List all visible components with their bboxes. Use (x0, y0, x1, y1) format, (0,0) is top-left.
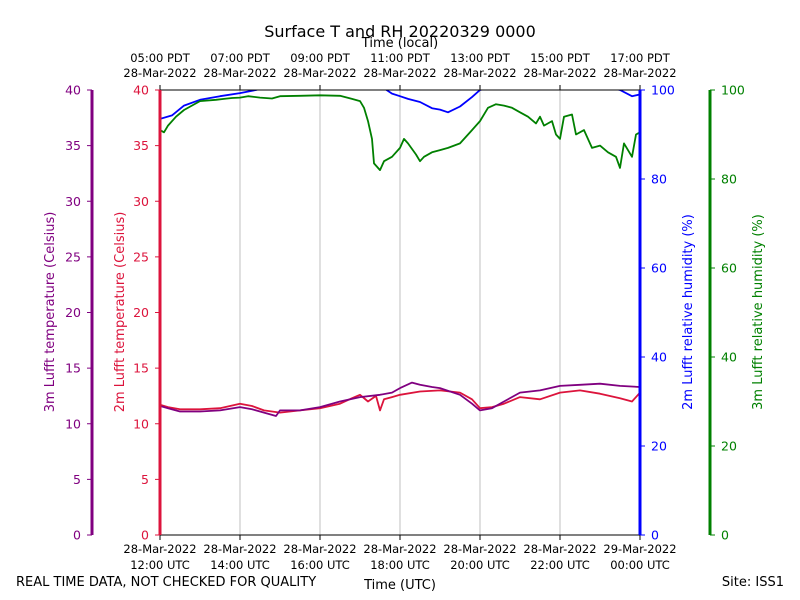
x-axis-top-label: Time (local) (361, 36, 438, 51)
temp3m-tick-label: 0 (73, 528, 81, 543)
x-tick-time: 14:00 UTC (210, 558, 270, 572)
temp2m-tick-label: 40 (133, 83, 149, 98)
x-tick-date: 28-Mar-2022 (443, 542, 516, 556)
temp2m-tick-label: 20 (133, 305, 149, 320)
x-tick-date: 28-Mar-2022 (363, 542, 436, 556)
x-tick-time: 16:00 UTC (290, 558, 350, 572)
rh2m-tick-label: 60 (651, 261, 667, 276)
x-axis-bottom-label: Time (UTC) (363, 578, 436, 593)
series-line-rh3m (160, 94, 640, 172)
grid-lines (239, 90, 561, 535)
rh2m-tick-label: 20 (651, 439, 667, 454)
series-line-temp3m (160, 381, 640, 417)
temp3m-tick-label: 40 (65, 83, 81, 98)
top-tick-time: 07:00 PDT (210, 51, 271, 65)
temp3m-tick-label: 25 (65, 249, 81, 264)
top-tick-time: 09:00 PDT (290, 51, 351, 65)
temp3m-tick-label: 20 (65, 305, 81, 320)
temp3m-tick-label: 10 (65, 416, 81, 431)
rh2m-tick-label: 100 (651, 83, 675, 98)
top-tick-time: 17:00 PDT (610, 51, 671, 65)
temp2m-tick-label: 35 (133, 138, 149, 153)
rh2m-tick-label: 40 (651, 350, 667, 365)
temp2m-axis-label: 2m Lufft temperature (Celsius) (113, 212, 128, 413)
temp2m-tick-label: 0 (141, 528, 149, 543)
series-line-rh2m (160, 90, 640, 120)
top-tick-date: 28-Mar-2022 (523, 66, 596, 80)
rh3m-tick-label: 80 (721, 172, 737, 187)
series-layer (160, 90, 640, 417)
top-tick-date: 28-Mar-2022 (123, 66, 196, 80)
temp2m-tick-label: 15 (133, 361, 149, 376)
x-tick-date: 29-Mar-2022 (603, 542, 676, 556)
rh3m-tick-label: 60 (721, 261, 737, 276)
top-tick-date: 28-Mar-2022 (363, 66, 436, 80)
rh3m-tick-label: 100 (721, 83, 745, 98)
top-tick-time: 15:00 PDT (530, 51, 591, 65)
top-tick-time: 05:00 PDT (130, 51, 191, 65)
rh3m-tick-label: 40 (721, 350, 737, 365)
rh2m-axis-label: 2m Lufft relative humidity (%) (681, 214, 696, 410)
temp3m-tick-label: 30 (65, 194, 81, 209)
rh3m-axis-label: 3m Lufft relative humidity (%) (751, 214, 766, 410)
rh3m-tick-label: 20 (721, 439, 737, 454)
x-tick-time: 18:00 UTC (370, 558, 430, 572)
top-tick-time: 11:00 PDT (370, 51, 431, 65)
rh2m-tick-label: 0 (651, 528, 659, 543)
temp2m-tick-label: 30 (133, 194, 149, 209)
top-tick-date: 28-Mar-2022 (203, 66, 276, 80)
top-tick-date: 28-Mar-2022 (283, 66, 356, 80)
x-tick-date: 28-Mar-2022 (523, 542, 596, 556)
temp3m-axis-label: 3m Lufft temperature (Celsius) (43, 212, 58, 413)
temp2m-tick-label: 25 (133, 249, 149, 264)
x-tick-date: 28-Mar-2022 (203, 542, 276, 556)
top-tick-date: 28-Mar-2022 (443, 66, 516, 80)
temp2m-tick-label: 5 (141, 472, 149, 487)
rh2m-tick-label: 80 (651, 172, 667, 187)
temp3m-tick-label: 15 (65, 361, 81, 376)
x-tick-time: 22:00 UTC (530, 558, 590, 572)
chart-title: Surface T and RH 20220329 0000 (264, 22, 536, 41)
x-tick-time: 20:00 UTC (450, 558, 510, 572)
rh3m-tick-label: 0 (721, 528, 729, 543)
x-tick-date: 28-Mar-2022 (123, 542, 196, 556)
x-tick-time: 00:00 UTC (610, 558, 670, 572)
series-line-temp2m (160, 389, 640, 414)
temp2m-tick-label: 10 (133, 416, 149, 431)
top-tick-time: 13:00 PDT (450, 51, 511, 65)
quality-disclaimer: REAL TIME DATA, NOT CHECKED FOR QUALITY (16, 575, 317, 590)
temp3m-tick-label: 5 (73, 472, 81, 487)
temp3m-tick-label: 35 (65, 138, 81, 153)
site-label: Site: ISS1 (721, 575, 784, 590)
x-tick-date: 28-Mar-2022 (283, 542, 356, 556)
x-tick-time: 12:00 UTC (130, 558, 190, 572)
axes-layer: 28-Mar-2022 12:00 UTC 28-Mar-2022 14:00 UTC… (65, 51, 745, 572)
top-tick-date: 28-Mar-2022 (603, 66, 676, 80)
